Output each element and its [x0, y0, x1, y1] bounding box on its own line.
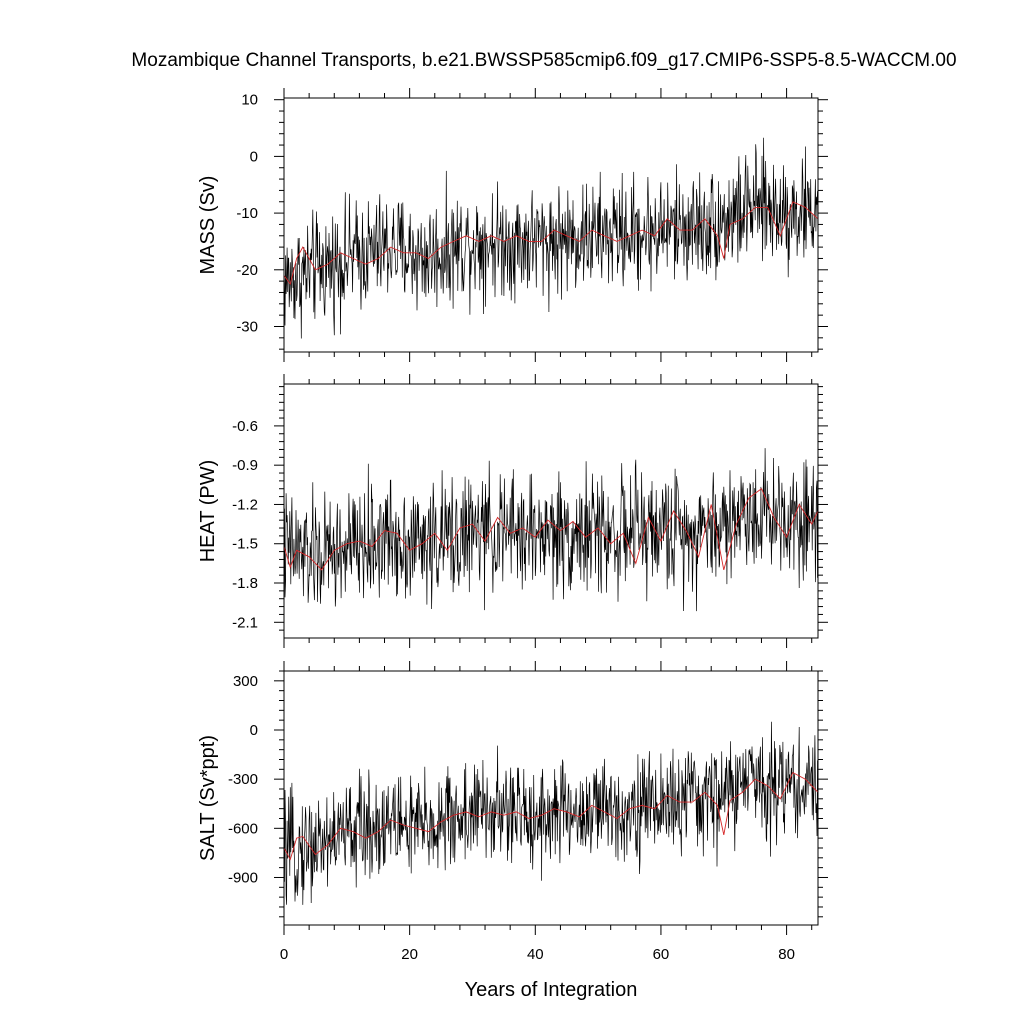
x-tick-label: 0	[280, 946, 288, 963]
y-tick-label: -1.8	[232, 575, 258, 592]
x-tick-label: 80	[778, 946, 795, 963]
y-axis-title: HEAT (PW)	[197, 460, 219, 563]
plot-frame	[283, 383, 819, 639]
panel-1: 10 0 -10 -20 -30 MASS (Sv)	[197, 88, 828, 362]
smoothed-series-line	[284, 488, 818, 571]
x-tick-label: 20	[401, 946, 418, 963]
raw-series-line	[284, 448, 818, 612]
x-tick-label: 40	[527, 946, 544, 963]
y-tick-label: -0.9	[232, 457, 258, 474]
y-tick-label: 300	[233, 673, 258, 690]
y-tick-label: -20	[236, 262, 258, 279]
plot-frame	[283, 97, 819, 353]
y-tick-label: 0	[250, 148, 258, 165]
y-axis-title: MASS (Sv)	[197, 176, 219, 275]
y-tick-label: -2.1	[232, 614, 258, 631]
panel-2: -0.6 -0.9 -1.2 -1.5 -1.8 -2.1 HEAT (PW)	[197, 374, 828, 648]
y-tick-label: 0	[250, 722, 258, 739]
raw-series-line	[284, 137, 818, 339]
panels: 10 0 -10 -20 -30 MASS (Sv) -0.6 -0.9 -1.2 -1.5 -1.…	[197, 88, 828, 963]
chart-title: Mozambique Channel Transports, b.e21.BWS…	[131, 50, 956, 71]
x-axis-title: Years of Integration	[465, 979, 638, 1001]
y-tick-label: -1.5	[232, 536, 258, 553]
y-tick-label: -30	[236, 318, 258, 335]
y-axis-title: SALT (Sv*ppt)	[197, 735, 219, 861]
x-tick-label: 60	[653, 946, 670, 963]
y-tick-label: -1.2	[232, 496, 258, 513]
panel-3: 0 20 40 60 80 300 0 -300 -600 -900 SALT (Sv*ppt)	[197, 661, 828, 963]
y-tick-label: -300	[228, 771, 258, 788]
y-tick-label: 10	[241, 92, 258, 109]
smoothed-series-line	[284, 771, 818, 861]
y-tick-label: -0.6	[232, 418, 258, 435]
plot-frame	[283, 670, 819, 926]
y-tick-label: -600	[228, 820, 258, 837]
smoothed-series-line	[284, 201, 818, 286]
y-tick-label: -10	[236, 205, 258, 222]
y-tick-label: -900	[228, 869, 258, 886]
raw-series-line	[284, 721, 818, 905]
